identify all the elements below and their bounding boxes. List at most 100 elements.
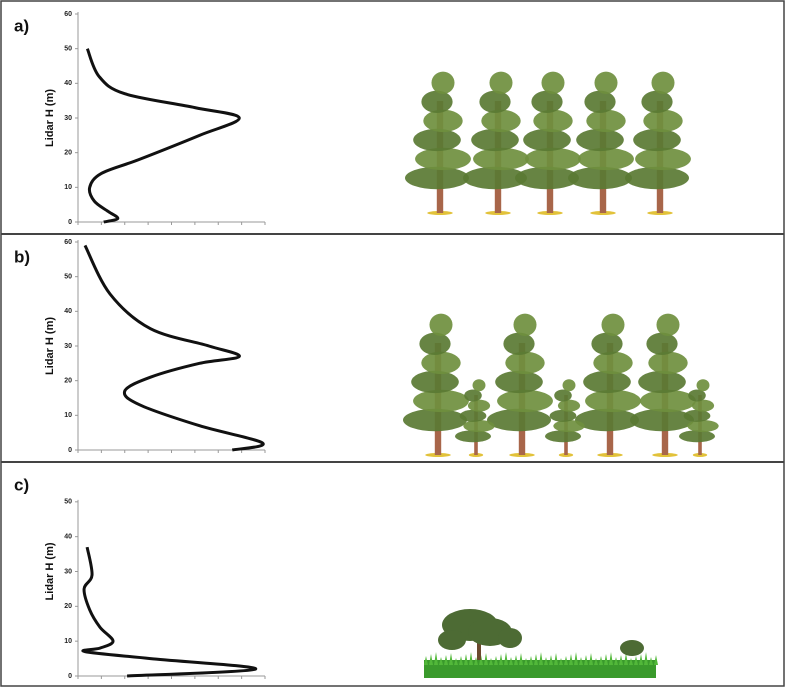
y-tick-label: 0 — [68, 673, 72, 680]
tree-foliage — [411, 371, 459, 393]
y-tick-label: 30 — [64, 115, 72, 122]
tree-foliage — [533, 110, 572, 132]
tree-foliage — [481, 110, 520, 132]
tree-foliage — [688, 389, 706, 401]
tree-foliage — [586, 110, 625, 132]
shrub-foliage — [498, 628, 522, 648]
tree-foliage — [630, 409, 694, 431]
y-tick-label: 10 — [64, 412, 72, 419]
tree-foliage — [684, 410, 711, 422]
y-axis-label: Lidar H (m) — [44, 317, 56, 375]
tree-foliage — [541, 72, 564, 94]
tree-foliage — [687, 420, 718, 432]
tree-foliage — [421, 91, 452, 113]
tree-foliage — [554, 389, 572, 401]
y-tick-label: 10 — [64, 638, 72, 645]
tree-foliage — [550, 410, 577, 422]
tree-foliage — [505, 352, 544, 374]
y-tick-label: 20 — [64, 378, 72, 385]
tree-foliage — [497, 390, 553, 412]
y-axis-label: Lidar H (m) — [44, 542, 56, 600]
y-tick-label: 60 — [64, 11, 72, 18]
y-tick-label: 10 — [64, 184, 72, 191]
panel-label: a) — [14, 16, 29, 35]
tree-foliage — [576, 129, 624, 151]
tree-foliage — [473, 148, 529, 170]
tree-foliage — [584, 91, 615, 113]
y-tick-label: 50 — [64, 46, 72, 53]
tree-foliage — [487, 409, 551, 431]
tree-foliage — [643, 110, 682, 132]
y-tick-label: 40 — [64, 308, 72, 315]
tree-foliage — [578, 148, 634, 170]
y-tick-label: 40 — [64, 534, 72, 541]
tree-foliage — [464, 389, 482, 401]
tree-foliage — [473, 379, 486, 391]
tree-foliage — [413, 129, 461, 151]
tree-foliage — [568, 167, 632, 189]
tree-foliage — [585, 390, 641, 412]
shrub-foliage — [438, 630, 466, 650]
tree-foliage — [594, 72, 617, 94]
tree-foliage — [471, 129, 519, 151]
tree-foliage — [545, 430, 581, 442]
y-tick-label: 40 — [64, 80, 72, 87]
tree-foliage — [646, 333, 677, 355]
tree-foliage — [460, 410, 487, 422]
tree-foliage — [413, 390, 469, 412]
y-axis-label: Lidar H (m) — [44, 89, 56, 147]
tree-foliage — [553, 420, 584, 432]
tree-foliage — [523, 129, 571, 151]
tree-foliage — [679, 430, 715, 442]
tree-foliage — [455, 430, 491, 442]
tree-foliage — [640, 390, 696, 412]
y-tick-label: 50 — [64, 274, 72, 281]
tree-foliage — [479, 91, 510, 113]
tree-foliage — [495, 371, 543, 393]
tree-foliage — [405, 167, 469, 189]
y-tick-label: 30 — [64, 343, 72, 350]
shrub-foliage — [620, 640, 644, 656]
tree-foliage — [638, 371, 686, 393]
tree-foliage — [591, 333, 622, 355]
tree-foliage — [641, 91, 672, 113]
y-tick-label: 60 — [64, 239, 72, 246]
panel-label: b) — [14, 247, 30, 266]
tree-foliage — [651, 72, 674, 94]
figure: a) 0 10 20 30 40 50 60 Lidar H (m) b) 0 10 20 30 40 50 6… — [0, 0, 785, 687]
tree-foliage — [563, 379, 576, 391]
tree-foliage — [633, 129, 681, 151]
tree-foliage — [513, 314, 536, 336]
tree-foliage — [415, 148, 471, 170]
y-tick-label: 50 — [64, 499, 72, 506]
y-tick-label: 20 — [64, 603, 72, 610]
panel-label: c) — [14, 475, 29, 494]
tree-foliage — [531, 91, 562, 113]
tree-foliage — [601, 314, 624, 336]
tree-foliage — [648, 352, 687, 374]
y-tick-label: 0 — [68, 447, 72, 454]
tree-foliage — [625, 167, 689, 189]
tree-foliage — [403, 409, 467, 431]
tree-foliage — [575, 409, 639, 431]
tree-foliage — [692, 400, 714, 412]
y-tick-label: 30 — [64, 568, 72, 575]
tree-foliage — [421, 352, 460, 374]
tree-foliage — [431, 72, 454, 94]
tree-foliage — [489, 72, 512, 94]
tree-foliage — [463, 420, 494, 432]
y-tick-label: 0 — [68, 219, 72, 226]
tree-foliage — [503, 333, 534, 355]
tree-foliage — [697, 379, 710, 391]
tree-foliage — [429, 314, 452, 336]
tree-foliage — [525, 148, 581, 170]
tree-foliage — [583, 371, 631, 393]
tree-foliage — [423, 110, 462, 132]
tree-foliage — [593, 352, 632, 374]
tree-foliage — [468, 400, 490, 412]
tree-foliage — [558, 400, 580, 412]
tree-foliage — [419, 333, 450, 355]
tree-foliage — [635, 148, 691, 170]
tree-foliage — [656, 314, 679, 336]
y-tick-label: 20 — [64, 150, 72, 157]
